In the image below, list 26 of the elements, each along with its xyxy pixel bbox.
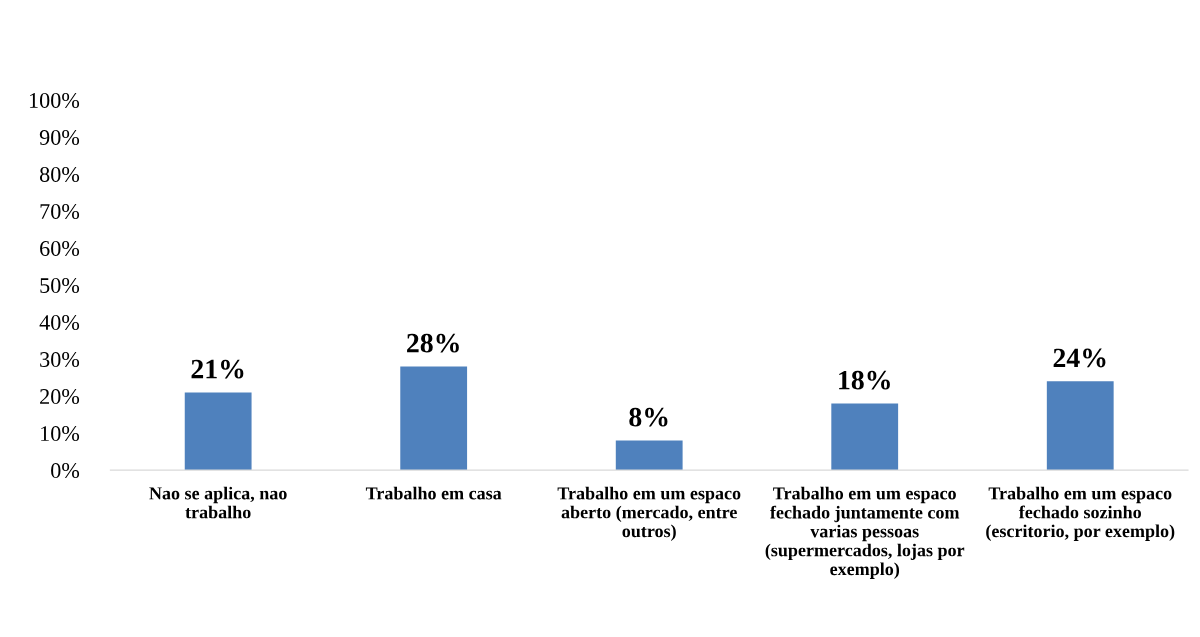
y-tick-label: 80% <box>39 166 80 183</box>
x-tick-label: Trabalho em um espaco fechado sozinho (escritorio, por exemplo) <box>986 486 1175 541</box>
y-tick-label: 90% <box>39 129 80 146</box>
y-tick-label: 10% <box>41 426 80 442</box>
data-label: 18% <box>839 370 890 390</box>
data-label: 24% <box>1053 348 1106 368</box>
y-tick-label: 40% <box>39 315 80 331</box>
data-label: 8% <box>629 407 668 427</box>
bar <box>184 392 252 471</box>
x-tick-label: Trabalho em um espaco fechado juntamente com varias pessoas (supermercados, lojas por exemplo) <box>765 486 965 579</box>
y-tick-label: 50% <box>40 277 80 294</box>
bar <box>400 366 468 471</box>
data-label: 21% <box>191 359 244 379</box>
y-tick-label: 20% <box>40 389 80 405</box>
x-tick-label: Nao se aplica, nao trabalho <box>149 486 287 519</box>
x-tick-label: Trabalho em casa <box>365 486 502 500</box>
y-tick-label: 30% <box>40 352 80 368</box>
bar <box>831 403 899 471</box>
y-tick-label: 60% <box>40 240 80 257</box>
y-tick-label: 100% <box>29 92 80 109</box>
bar <box>1046 381 1114 471</box>
bar <box>615 440 683 471</box>
data-label: 28% <box>407 333 459 353</box>
x-tick-label: Trabalho em um espaco aberto (mercado, entre outros) <box>557 486 741 541</box>
y-tick-label: 0% <box>51 463 80 479</box>
y-tick-label: 70% <box>40 203 80 220</box>
